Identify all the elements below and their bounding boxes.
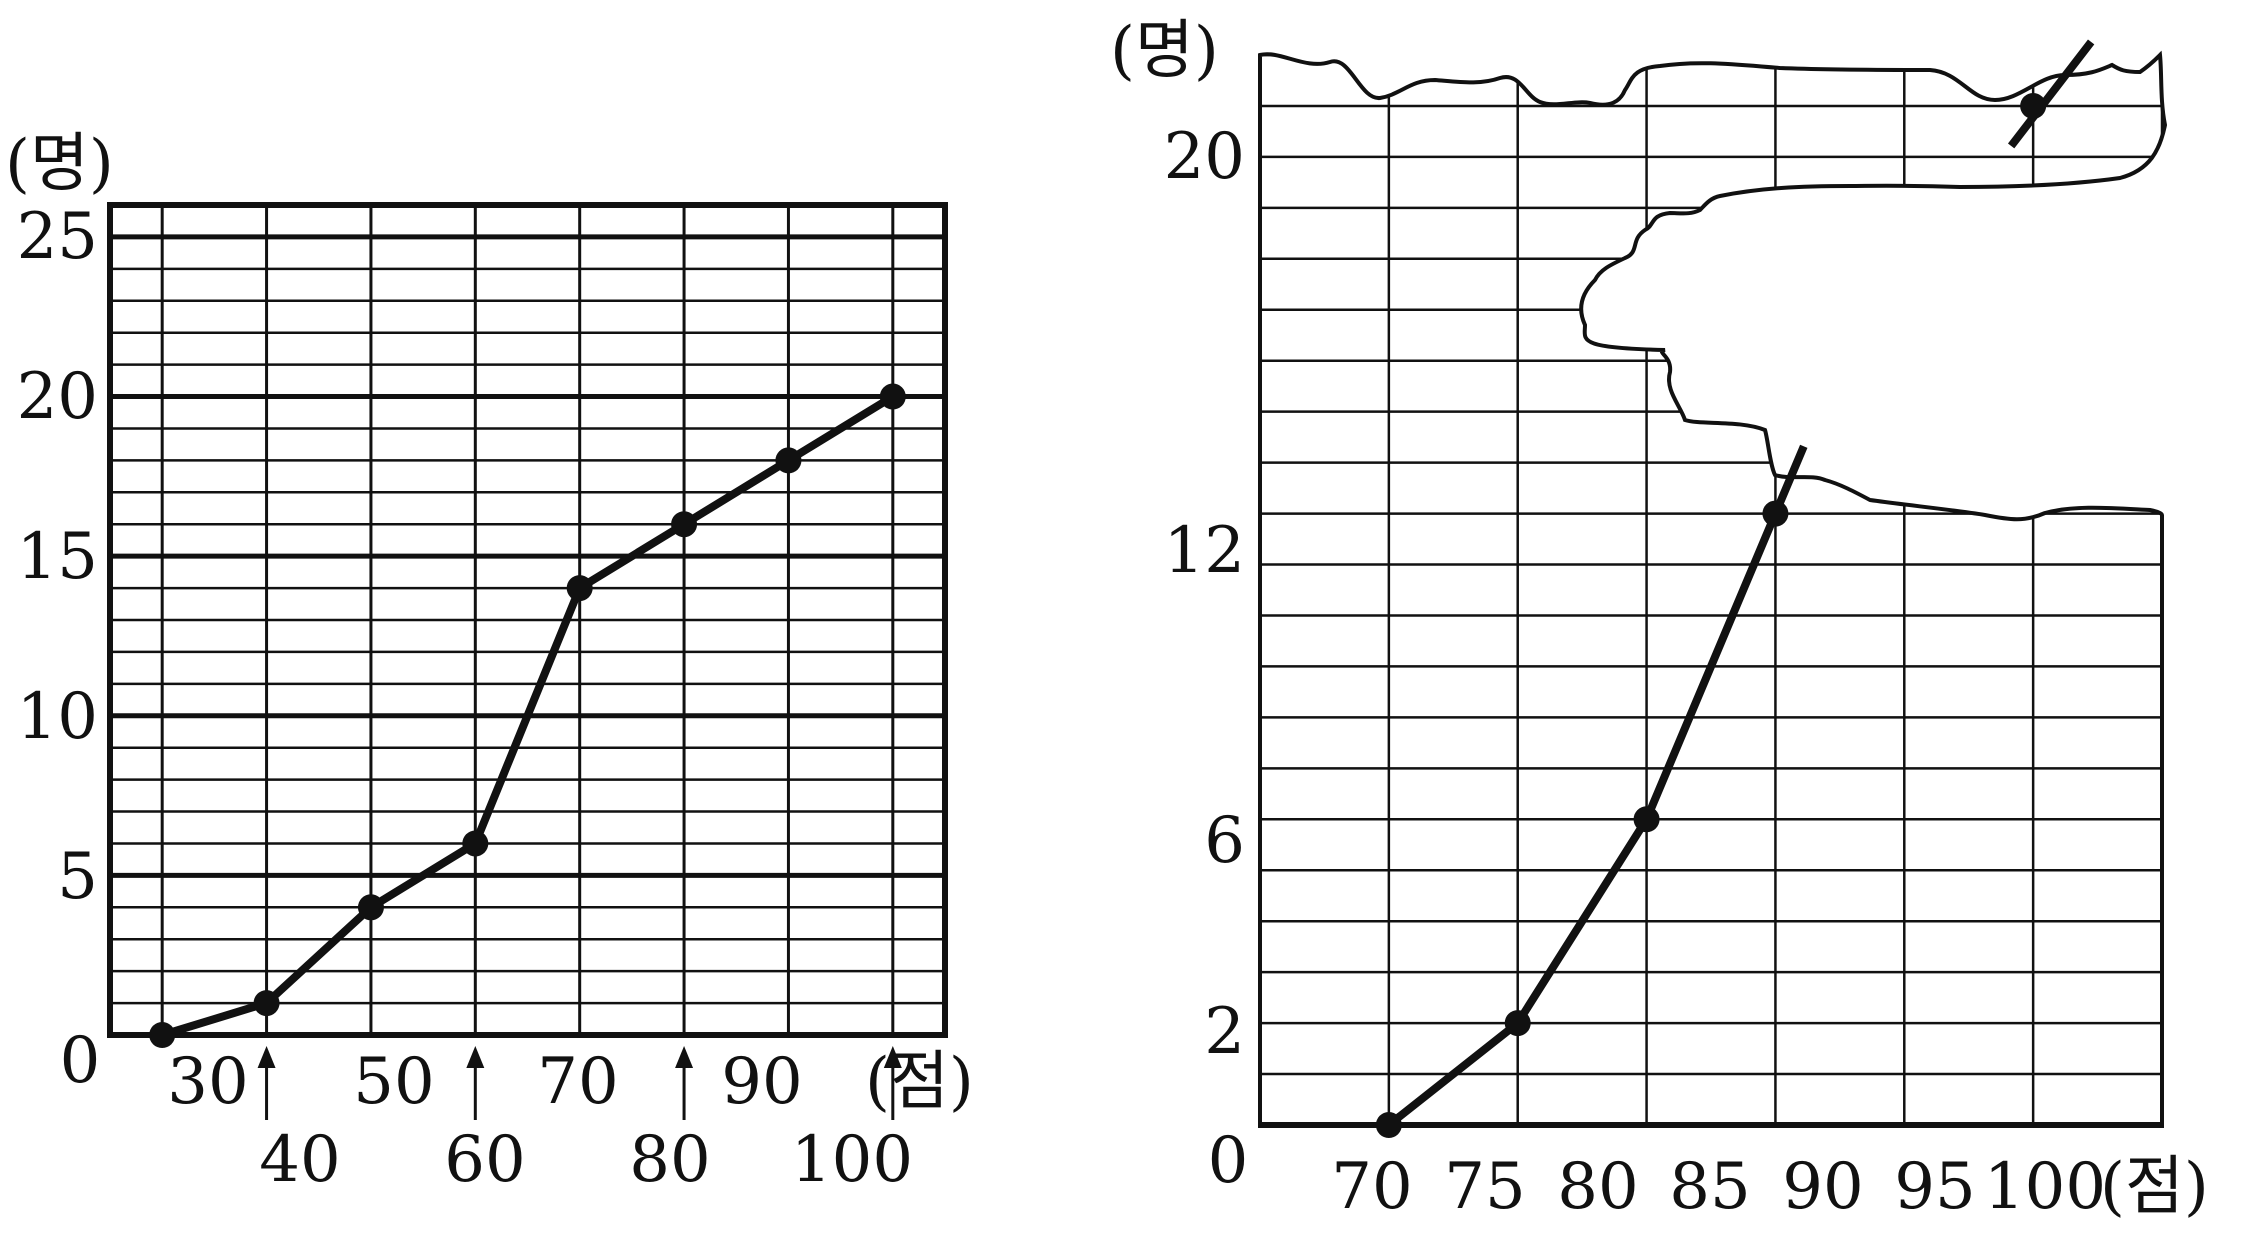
right-y-tick: 2 <box>1204 995 1245 1069</box>
left-y-tick: 0 <box>60 1024 101 1098</box>
right-series-line-visible-upper <box>2007 39 2095 149</box>
left-x-arrowhead <box>257 1046 276 1068</box>
right-x-tick: 95 <box>1894 1150 1975 1224</box>
left-data-point <box>671 511 698 538</box>
right-data-point <box>1504 1010 1531 1037</box>
right-torn-paper-edge <box>1258 50 2168 1125</box>
left-y-tick: 10 <box>17 680 98 754</box>
right-data-point <box>2020 92 2047 119</box>
left-ogive-chart: 0 5 10 15 20 25 30 50 70 90 40 60 80 100… <box>5 127 974 1197</box>
right-points <box>1375 92 2047 1138</box>
left-x-tick: 40 <box>259 1123 340 1197</box>
left-series-line <box>161 393 895 1039</box>
right-ogive-chart: 0 2 6 12 20 70 75 80 85 90 95 100 (명) (점… <box>1110 14 2209 1224</box>
left-x-arrowhead <box>675 1046 694 1068</box>
right-x-unit-label: (점) <box>2100 1150 2209 1224</box>
right-y-tick: 6 <box>1204 804 1245 878</box>
right-x-tick: 70 <box>1331 1150 1412 1224</box>
left-x-tick: 30 <box>167 1045 248 1119</box>
right-y-tick: 20 <box>1164 120 1245 194</box>
left-y-tick: 20 <box>17 360 98 434</box>
left-data-point <box>566 575 593 602</box>
left-y-tick: 5 <box>57 840 98 914</box>
left-y-tick: 25 <box>17 200 98 274</box>
left-y-unit-label: (명) <box>5 127 114 201</box>
right-y-tick: 12 <box>1164 514 1245 588</box>
right-data-point <box>1762 500 1789 527</box>
left-data-point <box>462 830 489 857</box>
left-x-arrowhead <box>466 1046 485 1068</box>
left-data-point <box>775 447 802 474</box>
right-x-tick: 80 <box>1557 1150 1638 1224</box>
left-grid <box>110 205 945 1035</box>
left-points <box>149 383 906 1048</box>
left-plot-frame <box>107 202 948 1038</box>
left-x-tick: 90 <box>721 1045 802 1119</box>
left-data-point <box>149 1022 176 1048</box>
left-x-arrows <box>257 1046 902 1120</box>
right-x-tick: 90 <box>1782 1150 1863 1224</box>
left-data-point <box>357 894 384 921</box>
right-x-tick: 85 <box>1669 1150 1750 1224</box>
right-y-tick: 0 <box>1208 1124 1249 1198</box>
left-x-tick: 60 <box>444 1123 525 1197</box>
left-x-tick: 100 <box>791 1123 913 1197</box>
right-data-point <box>1375 1112 1402 1138</box>
left-data-point <box>879 383 906 410</box>
right-x-tick: 100 <box>1984 1150 2106 1224</box>
left-x-tick: 70 <box>537 1045 618 1119</box>
right-data-point <box>1633 806 1660 833</box>
right-grid <box>1260 54 2164 1125</box>
left-x-arrowhead <box>883 1046 902 1068</box>
left-x-unit-label: (점) <box>865 1045 974 1119</box>
right-y-unit-label: (명) <box>1110 14 1219 88</box>
right-x-tick: 75 <box>1444 1150 1525 1224</box>
left-y-tick: 15 <box>17 520 98 594</box>
left-x-tick: 80 <box>629 1123 710 1197</box>
left-data-point <box>253 990 280 1017</box>
left-x-tick: 50 <box>353 1045 434 1119</box>
